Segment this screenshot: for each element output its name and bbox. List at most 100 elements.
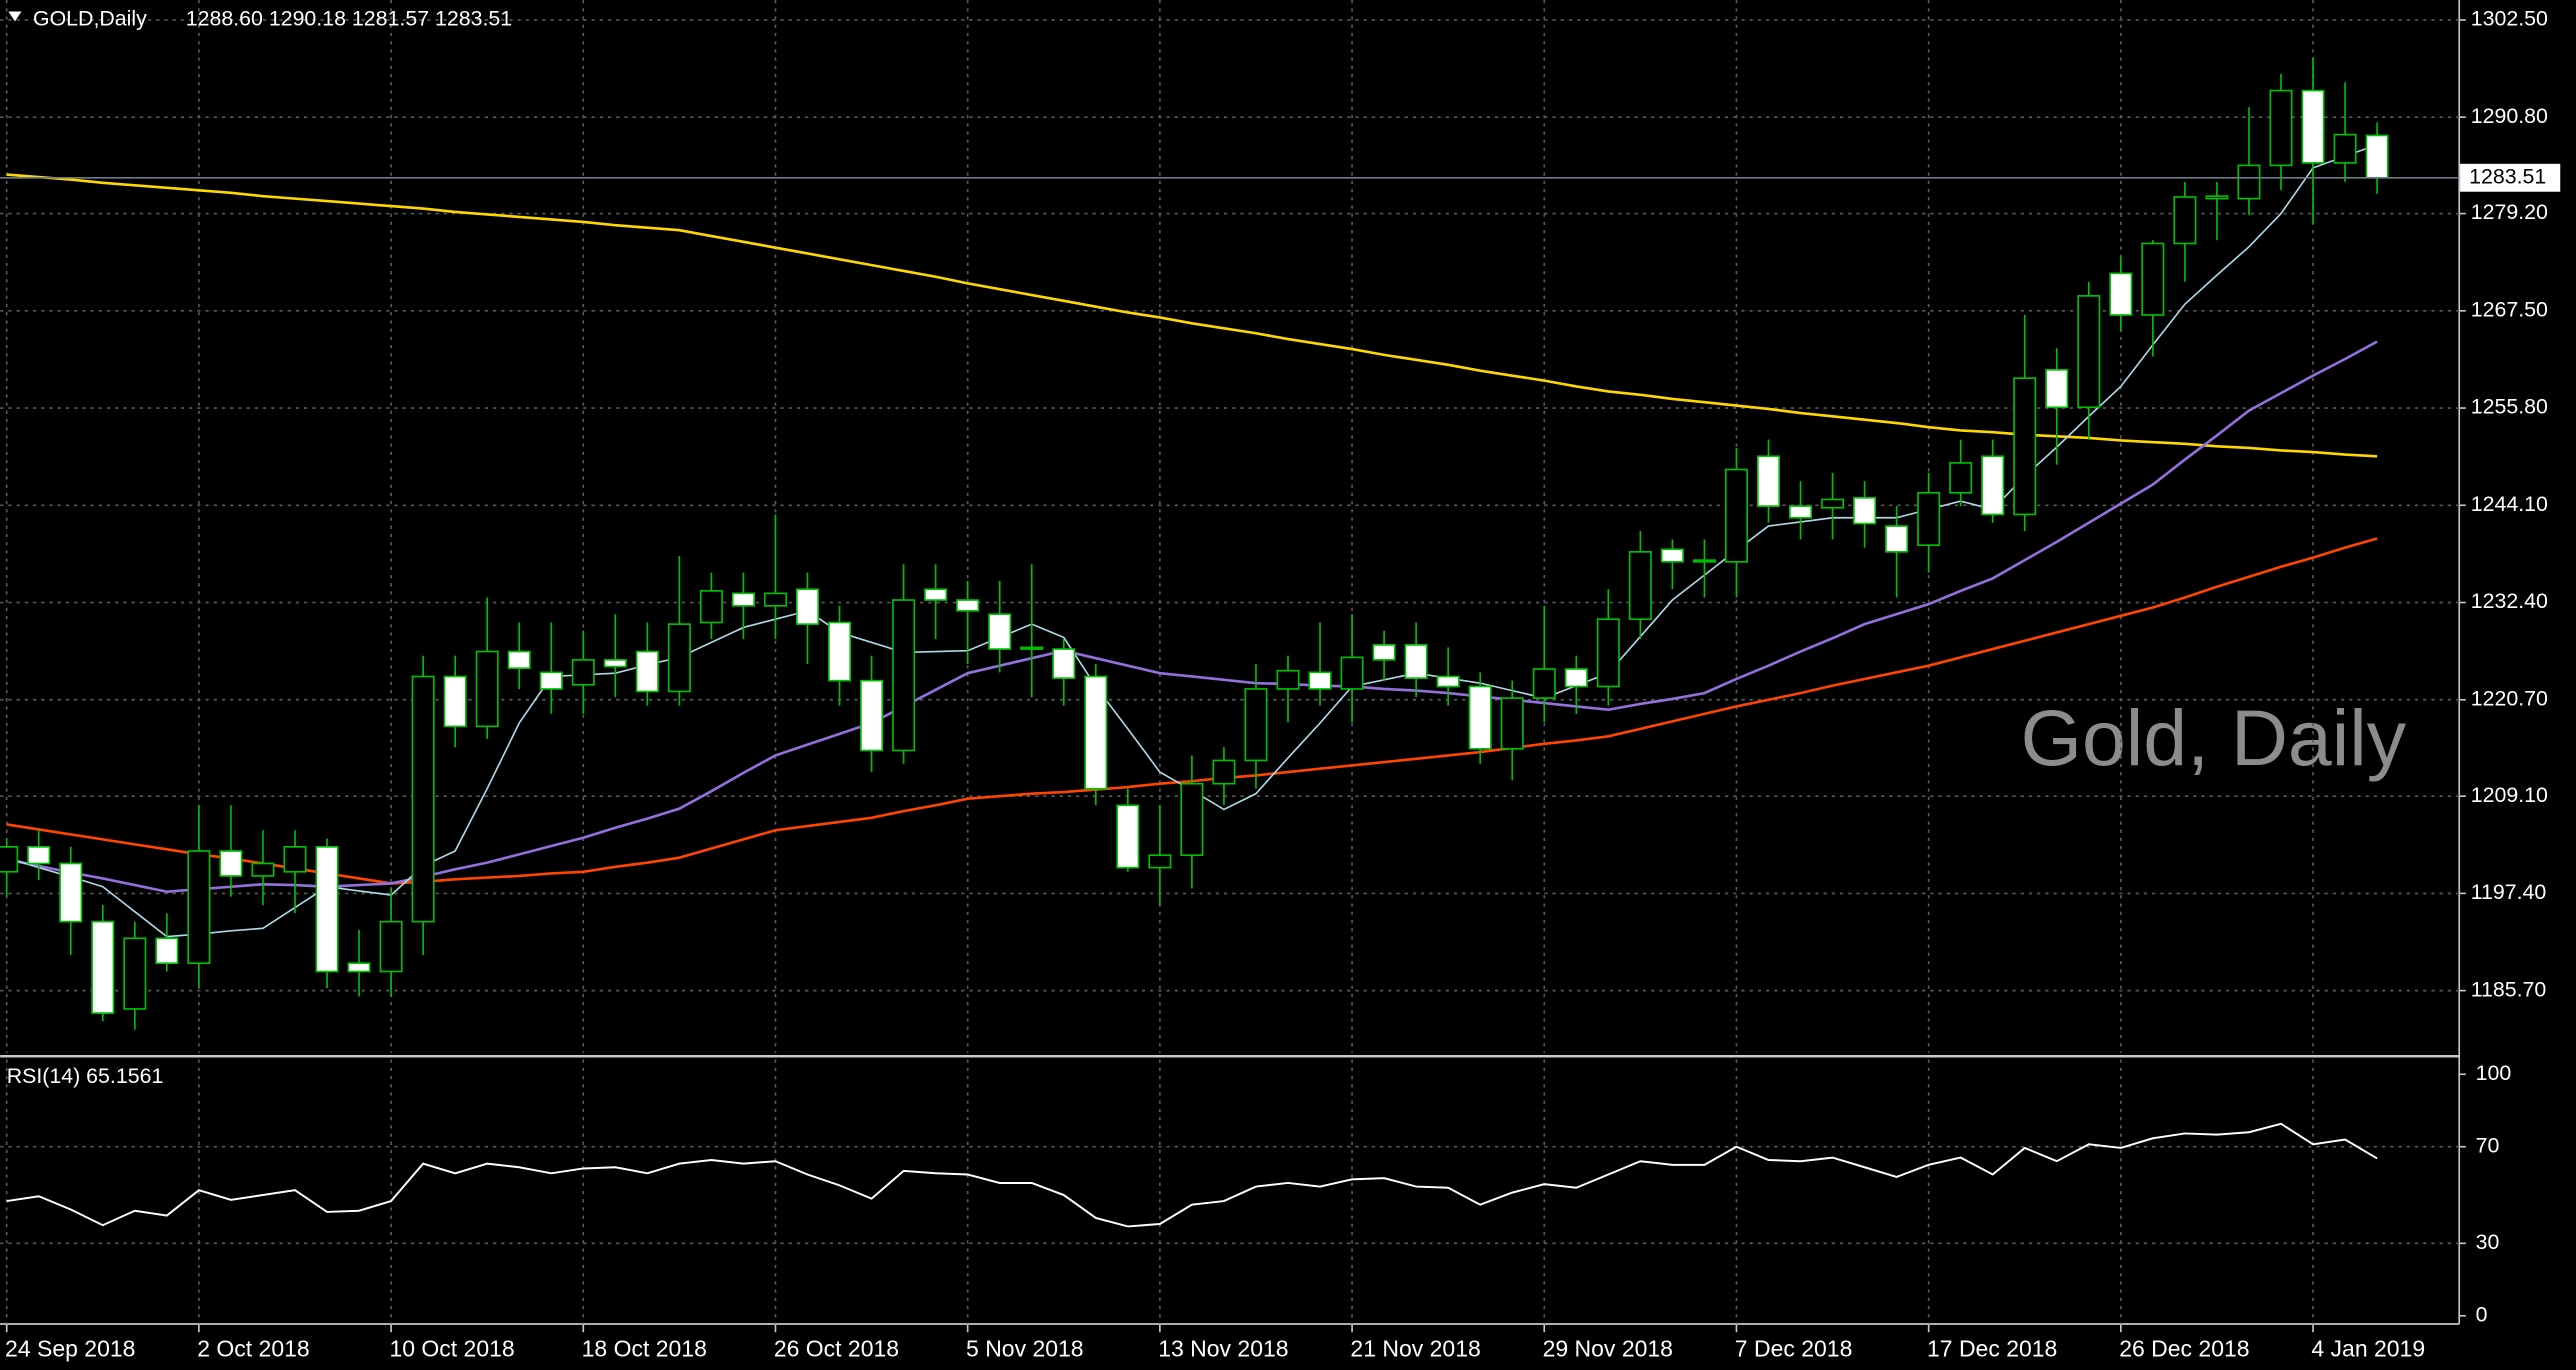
y-tick-label: 1197.40 — [2471, 880, 2547, 904]
candle-body — [59, 862, 83, 923]
candle-body — [796, 588, 820, 625]
candle-body — [0, 846, 19, 873]
candle-body — [1020, 646, 1044, 650]
candle-body — [1628, 551, 1652, 620]
candle-body — [123, 937, 147, 1010]
candle-body — [1660, 548, 1684, 563]
candle-body — [1532, 668, 1556, 699]
symbol-label: GOLD,Daily — [33, 6, 147, 30]
x-tick-label: 2 Oct 2018 — [197, 1335, 309, 1361]
candle-body — [2109, 272, 2133, 316]
candle-body — [2365, 134, 2389, 179]
candle-body — [1436, 675, 1460, 688]
candle-body — [1917, 492, 1941, 547]
candle-body — [1404, 644, 1428, 679]
x-tick-label: 24 Sep 2018 — [5, 1335, 135, 1361]
candle-body — [2173, 196, 2197, 245]
candle-body — [1756, 455, 1780, 507]
y-tick-label: 1185.70 — [2471, 977, 2547, 1001]
candle-body — [1308, 671, 1332, 690]
candle-body — [475, 650, 499, 728]
x-tick-label: 26 Dec 2018 — [2119, 1335, 2249, 1361]
candle-body — [1468, 685, 1492, 750]
ohlc-label: 1288.60 1290.18 1281.57 1283.51 — [186, 6, 512, 30]
candle-body — [507, 650, 531, 669]
candle-body — [860, 679, 884, 752]
candle-body — [2141, 242, 2165, 316]
rsi-title: RSI(14) 65.1561 — [7, 1064, 164, 1088]
candle-body — [155, 937, 179, 965]
y-tick-label: 1279.20 — [2471, 200, 2548, 224]
candle-body — [828, 621, 852, 682]
candle-body — [1212, 759, 1236, 785]
y-tick-label: 0 — [2476, 1302, 2488, 1326]
x-tick-label: 29 Nov 2018 — [1543, 1335, 1673, 1361]
candle-body — [892, 599, 916, 752]
y-tick-label: 1220.70 — [2471, 686, 2548, 710]
x-tick-label: 26 Oct 2018 — [774, 1335, 899, 1361]
candle-body — [1180, 782, 1204, 856]
candle-body — [2077, 295, 2101, 409]
candle-body — [1724, 468, 1748, 563]
y-tick-label: 30 — [2476, 1230, 2500, 1254]
candle-body — [1084, 675, 1108, 790]
candle-body — [187, 850, 211, 965]
candle-body — [988, 613, 1012, 650]
candle-body — [315, 846, 339, 973]
candle-body — [91, 920, 115, 1014]
x-tick-label: 7 Dec 2018 — [1735, 1335, 1853, 1361]
y-tick-label: 100 — [2476, 1061, 2512, 1085]
candle-body — [603, 659, 627, 668]
y-tick-label: 70 — [2476, 1133, 2500, 1157]
x-tick-label: 18 Oct 2018 — [582, 1335, 707, 1361]
candle-body — [924, 588, 948, 601]
x-tick-label: 13 Nov 2018 — [1158, 1335, 1288, 1361]
candle-body — [539, 671, 563, 690]
rsi-line — [6, 1122, 2378, 1228]
last-price-box — [2460, 163, 2561, 192]
x-tick-label: 4 Jan 2019 — [2311, 1335, 2425, 1361]
candle-body — [667, 623, 691, 693]
candle-body — [1981, 455, 2005, 516]
candle-body — [1885, 525, 1909, 553]
candle-body — [1564, 668, 1588, 688]
menu-triangle[interactable] — [8, 11, 22, 22]
candle-body — [2045, 369, 2069, 409]
candle-body — [635, 650, 659, 693]
y-tick-label: 1244.10 — [2471, 492, 2548, 516]
candle-body — [2013, 377, 2037, 516]
candle-body — [1340, 656, 1364, 690]
candle-body — [2333, 133, 2357, 164]
candle-body — [1148, 854, 1172, 869]
candle-body — [1821, 498, 1845, 509]
candle-body — [347, 962, 371, 973]
candle-body — [443, 675, 467, 728]
y-tick-label: 1232.40 — [2471, 589, 2548, 613]
candle-body — [763, 592, 787, 607]
y-tick-label: 1267.50 — [2471, 297, 2548, 321]
candle-body — [1372, 644, 1396, 661]
candle-body — [27, 846, 51, 865]
candle-body — [411, 675, 435, 923]
x-tick-label: 10 Oct 2018 — [389, 1335, 514, 1361]
candle-body — [1692, 559, 1716, 563]
y-tick-label: 1290.80 — [2471, 104, 2548, 128]
candle-body — [1116, 804, 1140, 869]
candle-body — [379, 920, 403, 973]
candle-body — [283, 846, 307, 873]
y-tick-label: 1255.80 — [2471, 395, 2548, 419]
candle-body — [2237, 164, 2261, 200]
moving-average-line — [6, 173, 2378, 458]
watermark: Gold, Daily — [2021, 694, 2407, 782]
candle-body — [1596, 618, 1620, 688]
candle-body — [956, 599, 980, 612]
x-tick-label: 5 Nov 2018 — [966, 1335, 1084, 1361]
candle-body — [2269, 89, 2293, 167]
candle-body — [571, 659, 595, 686]
x-tick-label: 21 Nov 2018 — [1350, 1335, 1480, 1361]
candle-body — [251, 862, 275, 877]
candle-body — [1052, 648, 1076, 679]
candle-body — [1789, 505, 1813, 519]
